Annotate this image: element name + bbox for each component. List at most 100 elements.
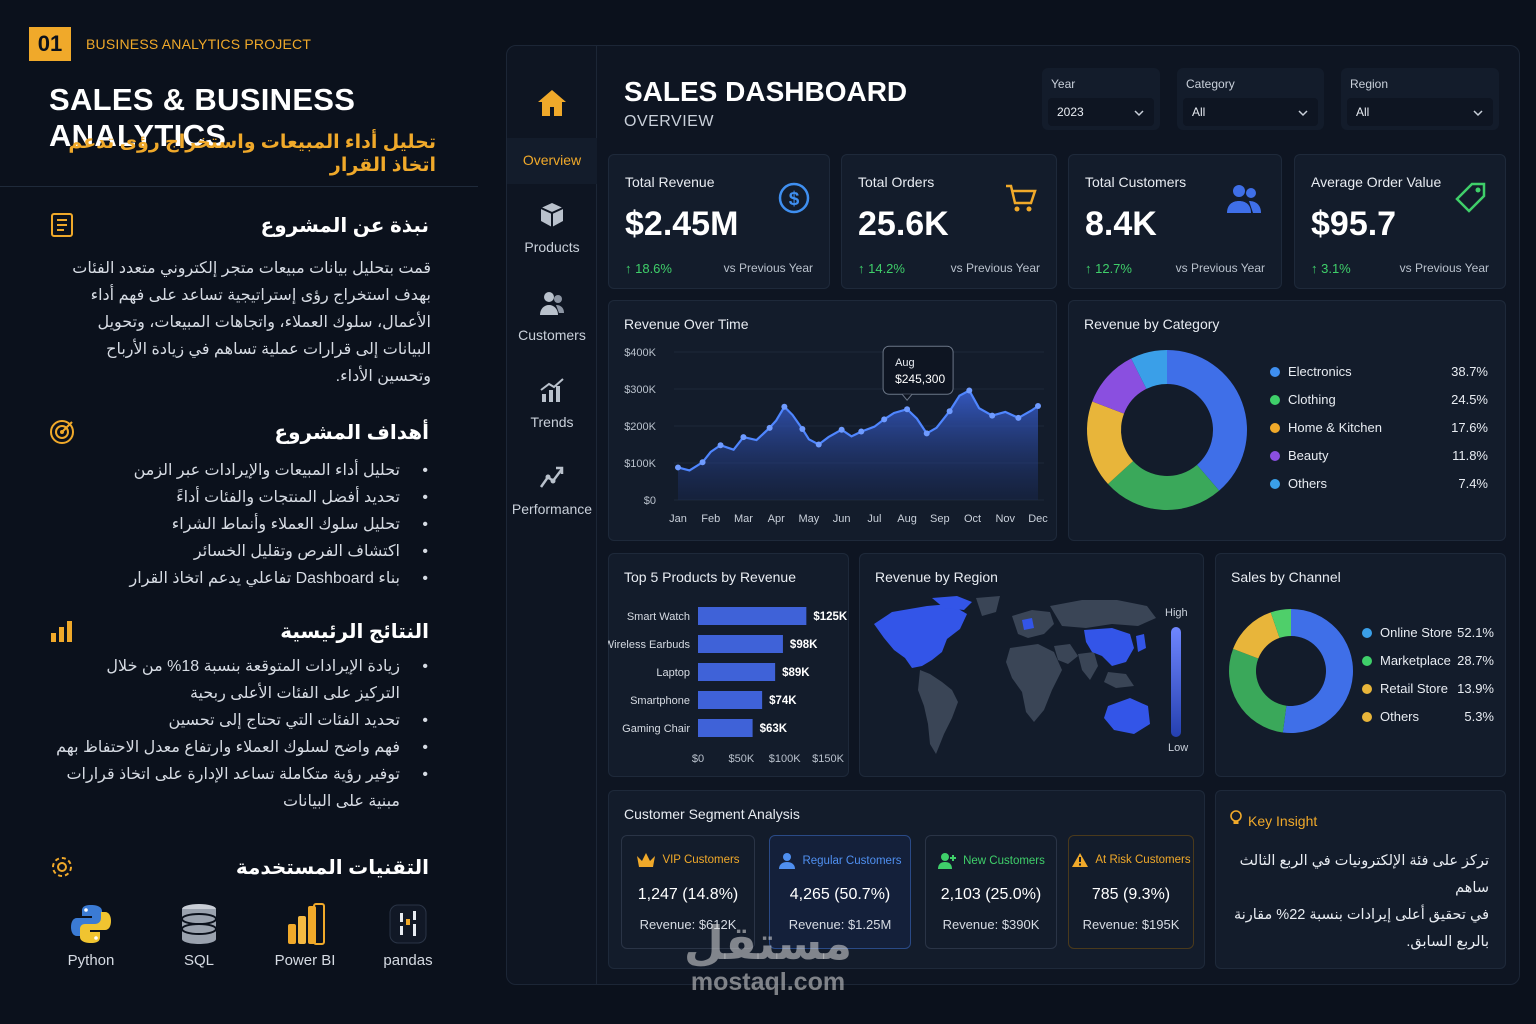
warning-icon <box>1072 853 1089 867</box>
data-point <box>1015 414 1022 421</box>
kpi-value: $95.7 <box>1311 205 1397 243</box>
x-tick-label: $0 <box>692 753 704 765</box>
about-line: وتحسين الأداء. <box>335 368 431 385</box>
project-label: BUSINESS ANALYTICS PROJECT <box>86 36 312 52</box>
goals-heading: أهداف المشروع <box>49 419 429 445</box>
bar-value-label: $89K <box>782 667 810 679</box>
sidebar-nav: Overview Products Customers Trends Perfo… <box>507 46 597 984</box>
area-fill <box>678 390 1038 500</box>
segment-regular[interactable]: Regular Customers 4,265 (50.7%) Revenue:… <box>769 835 911 949</box>
year-select[interactable]: 2023 <box>1048 98 1154 126</box>
legend-swatch <box>1270 423 1280 433</box>
data-point <box>904 406 911 413</box>
kpi-compare: vs Previous Year <box>1399 261 1489 275</box>
x-tick-label: Jun <box>833 513 851 525</box>
user-icon <box>779 853 796 869</box>
bar-category-label: Smart Watch <box>627 611 690 623</box>
revenue-by-region-card: Revenue by Region High Low <box>859 553 1204 777</box>
data-point <box>717 442 724 449</box>
card-title: Revenue by Category <box>1084 316 1220 332</box>
about-heading-text: نبذة عن المشروع <box>260 214 429 237</box>
donut-slice <box>1229 648 1287 733</box>
donut-slice <box>1233 612 1280 659</box>
legend-item: Others 7.4% <box>1270 476 1488 491</box>
legend-label: Beauty <box>1270 448 1328 463</box>
x-tick-label: Apr <box>768 513 785 525</box>
kpi-compare: vs Previous Year <box>950 261 1040 275</box>
x-tick-label: $150K <box>812 753 844 765</box>
donut-slice <box>1167 350 1247 491</box>
sidebar-item-overview[interactable]: Overview <box>507 138 597 184</box>
svg-text:$: $ <box>789 189 800 210</box>
pandas-icon <box>389 904 427 944</box>
legend-value: 7.4% <box>1458 476 1488 491</box>
legend-swatch <box>1270 395 1280 405</box>
kpi-delta: ↑ 18.6% <box>625 261 672 276</box>
goals-heading-text: أهداف المشروع <box>274 421 429 444</box>
legend-value: 38.7% <box>1451 364 1488 379</box>
segment-value: 785 (9.3%) <box>1091 886 1171 903</box>
legend-swatch <box>1270 479 1280 489</box>
bar <box>698 719 753 737</box>
bar-category-label: Smartphone <box>630 695 690 707</box>
legend-value: 24.5% <box>1451 392 1488 407</box>
bar <box>698 635 783 653</box>
sidebar-item-trends[interactable]: Trends <box>507 376 597 430</box>
sidebar-item-products[interactable]: Products <box>507 201 597 255</box>
home-icon[interactable] <box>536 88 568 123</box>
project-badge-row: 01 BUSINESS ANALYTICS PROJECT <box>29 27 311 61</box>
category-select[interactable]: All <box>1183 98 1318 126</box>
segment-name: New Customers <box>963 855 1045 867</box>
segment-at-risk[interactable]: At Risk Customers 785 (9.3%) Revenue: $1… <box>1068 835 1194 949</box>
x-tick-label: $50K <box>728 753 754 765</box>
legend-value: 13.9% <box>1457 681 1494 696</box>
segment-vip[interactable]: VIP Customers 1,247 (14.8%) Revenue: $61… <box>621 835 755 949</box>
list-item: توفير رؤية متكاملة تساعد الإدارة على اتخ… <box>40 761 430 815</box>
filter-label: Category <box>1186 77 1235 91</box>
legend-label: Retail Store <box>1362 681 1448 696</box>
goals-list: تحليل أداء المبيعات والإيرادات عبر الزمن… <box>40 457 430 592</box>
legend-item: Online Store 52.1% <box>1362 625 1494 640</box>
key-insight-card: Key Insight تركز على فئة الإلكترونيات في… <box>1215 790 1506 969</box>
chevron-down-icon <box>1298 106 1308 120</box>
filter-category: Category All <box>1177 68 1324 130</box>
page-subtitle: تحليل أداء المبيعات واستخراج رؤى تدعم ات… <box>68 132 436 176</box>
data-point <box>838 426 845 433</box>
segment-revenue: Revenue: $195K <box>1082 917 1180 932</box>
segment-name: At Risk Customers <box>1095 854 1191 866</box>
results-heading-text: النتائج الرئيسية <box>280 620 429 643</box>
legend-item: Beauty 11.8% <box>1270 448 1488 463</box>
x-tick-label: Dec <box>1028 513 1048 525</box>
y-tick-label: $300K <box>624 384 656 396</box>
select-value: 2023 <box>1057 105 1084 119</box>
kpi-compare: vs Previous Year <box>1175 261 1265 275</box>
chevron-down-icon <box>1473 106 1483 120</box>
segment-revenue: Revenue: $612K <box>639 917 737 932</box>
x-tick-label: Jul <box>867 513 881 525</box>
data-point <box>799 425 806 432</box>
tech-label: Power BI <box>274 952 336 969</box>
segment-new[interactable]: New Customers 2,103 (25.0%) Revenue: $39… <box>925 835 1057 949</box>
insight-title: Key Insight <box>1248 812 1318 829</box>
legend-swatch <box>1362 628 1372 638</box>
crown-icon <box>637 853 656 867</box>
sidebar-item-label: Products <box>524 239 580 255</box>
powerbi-icon <box>288 903 325 945</box>
tech-powerbi: Power BI <box>260 902 350 969</box>
box-icon <box>507 201 597 229</box>
results-list: زيادة الإيرادات المتوقعة بنسبة 18% من خل… <box>40 653 430 815</box>
scale-high-label: High <box>1165 607 1188 619</box>
y-tick-label: $200K <box>624 421 656 433</box>
region-select[interactable]: All <box>1347 98 1493 126</box>
bar-chart-icon <box>49 618 75 644</box>
sales-by-channel-card: Sales by Channel <box>1215 553 1506 777</box>
tooltip-month: Aug <box>895 357 915 369</box>
results-heading: النتائج الرئيسية <box>49 618 429 644</box>
segment-name: Regular Customers <box>802 855 902 867</box>
sidebar-item-customers[interactable]: Customers <box>507 289 597 343</box>
sidebar-item-performance[interactable]: Performance <box>507 463 597 517</box>
filter-region: Region All <box>1341 68 1499 130</box>
dashboard-title: SALES DASHBOARD <box>624 76 908 107</box>
y-tick-label: $100K <box>624 458 656 470</box>
about-line: البيانات إلى قرارات عملية تساهم في زيادة… <box>106 341 431 358</box>
